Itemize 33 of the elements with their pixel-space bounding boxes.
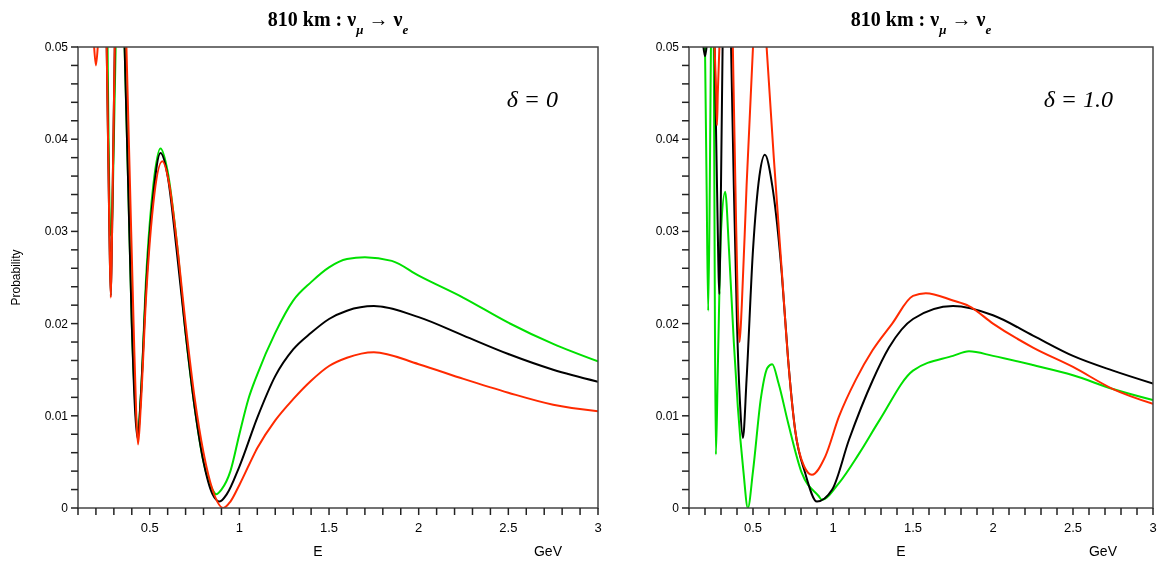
- y-tick-label: 0.01: [655, 408, 680, 423]
- annotation: δ = 1.0: [1043, 86, 1113, 112]
- x-tick-label: 2.5: [499, 520, 518, 535]
- x-tick-label: 0.5: [140, 520, 159, 535]
- y-tick-label: 0: [61, 501, 69, 515]
- y-tick-label: 0.05: [44, 40, 69, 54]
- x-tick-label: 0.5: [743, 520, 763, 535]
- y-tick-label: 0.03: [655, 224, 680, 239]
- x-tick-label: 1.5: [320, 520, 339, 535]
- y-tick-label: 0.02: [44, 316, 69, 331]
- x-tick-label: 2.5: [1063, 520, 1083, 535]
- x-tick-label: 1: [829, 520, 837, 535]
- y-tick-label: 0.04: [44, 132, 69, 147]
- y-tick-label: 0.02: [655, 316, 680, 331]
- x-tick-label: 1.5: [903, 520, 923, 535]
- x-axis-title: E: [313, 543, 323, 559]
- y-axis-title: Probability: [9, 249, 23, 306]
- chart-title: 810 km : ν$_{μ}$ → ν$_{e}$: [850, 8, 992, 37]
- text: GeV: [533, 543, 563, 559]
- chart-title: 810 km : ν$_{μ}$ → ν$_{e}$: [267, 8, 409, 37]
- y-tick-label: 0.01: [44, 408, 69, 423]
- x-tick-label: 3: [1149, 520, 1157, 535]
- x-axis-title: E: [896, 543, 906, 559]
- y-tick-label: 0.05: [655, 40, 680, 54]
- text: GeV: [1088, 543, 1118, 559]
- x-tick-label: 2: [989, 520, 997, 535]
- y-tick-label: 0: [672, 501, 680, 515]
- x-tick-label: 1: [235, 520, 243, 535]
- x-tick-label: 3: [594, 520, 602, 535]
- y-tick-label: 0.04: [655, 132, 680, 147]
- annotation: δ = 0: [506, 86, 558, 112]
- x-tick-label: 2: [415, 520, 423, 535]
- y-tick-label: 0.03: [44, 224, 69, 239]
